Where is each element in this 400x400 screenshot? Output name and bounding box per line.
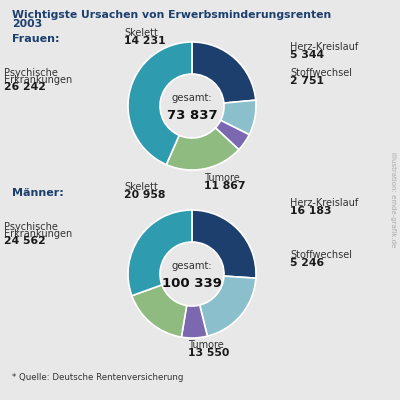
Text: 13 550: 13 550 — [188, 348, 229, 358]
Text: Erkrankungen: Erkrankungen — [4, 75, 72, 85]
Text: Stoffwechsel: Stoffwechsel — [290, 68, 352, 78]
Text: Tumore: Tumore — [204, 173, 240, 183]
Text: gesamt:: gesamt: — [172, 261, 212, 271]
Wedge shape — [192, 42, 256, 103]
Text: 2003: 2003 — [12, 19, 42, 29]
Text: Psychische: Psychische — [4, 68, 58, 78]
Text: Tumore: Tumore — [188, 340, 224, 350]
Text: 20 958: 20 958 — [124, 190, 165, 200]
Text: Erkrankungen: Erkrankungen — [4, 229, 72, 239]
Text: 73 837: 73 837 — [167, 109, 217, 122]
Text: Stoffwechsel: Stoffwechsel — [290, 250, 352, 260]
Text: 5 344: 5 344 — [290, 50, 324, 60]
Text: Männer:: Männer: — [12, 188, 64, 198]
Text: * Quelle: Deutsche Rentenversicherung: * Quelle: Deutsche Rentenversicherung — [12, 373, 183, 382]
Text: 100 339: 100 339 — [162, 277, 222, 290]
Text: 16 183: 16 183 — [290, 206, 332, 216]
Text: Skelett: Skelett — [124, 28, 158, 38]
Text: 26 242: 26 242 — [4, 82, 46, 92]
Text: Wichtigste Ursachen von Erwerbsminderungsrenten: Wichtigste Ursachen von Erwerbsminderung… — [12, 10, 331, 20]
Text: 2 751: 2 751 — [290, 76, 324, 86]
Text: Herz-Kreislauf: Herz-Kreislauf — [290, 42, 358, 52]
Wedge shape — [200, 276, 256, 336]
Text: 24 562: 24 562 — [4, 236, 46, 246]
Wedge shape — [216, 120, 249, 150]
Text: 14 231: 14 231 — [124, 36, 166, 46]
Text: Psychische: Psychische — [4, 222, 58, 232]
Wedge shape — [181, 305, 207, 338]
Text: gesamt:: gesamt: — [172, 93, 212, 103]
Text: 11 867: 11 867 — [204, 181, 246, 191]
Wedge shape — [221, 100, 256, 135]
Text: Illustration: emde-grafik.de: Illustration: emde-grafik.de — [390, 152, 396, 248]
Wedge shape — [132, 285, 187, 337]
Wedge shape — [128, 42, 192, 165]
Text: 5 246: 5 246 — [290, 258, 324, 268]
Wedge shape — [166, 128, 239, 170]
Text: Frauen:: Frauen: — [12, 34, 60, 44]
Wedge shape — [192, 210, 256, 278]
Text: Skelett: Skelett — [124, 182, 158, 192]
Wedge shape — [128, 210, 192, 296]
Text: Herz-Kreislauf: Herz-Kreislauf — [290, 198, 358, 208]
